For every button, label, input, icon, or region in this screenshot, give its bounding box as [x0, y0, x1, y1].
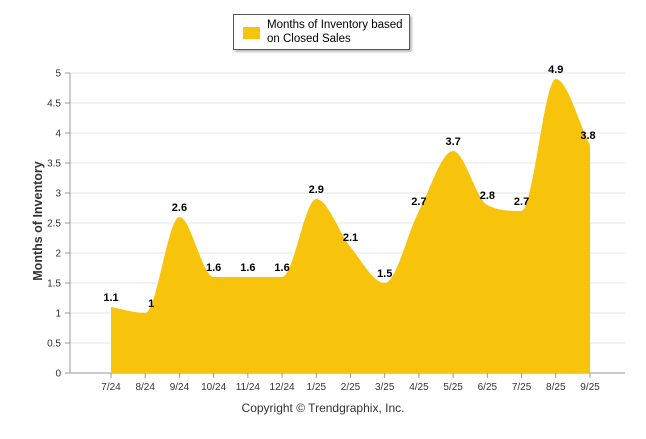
x-tick-label: 5/25	[443, 382, 463, 393]
x-tick-label: 10/24	[201, 382, 226, 393]
area-series	[111, 79, 590, 373]
x-tick-label: 9/25	[580, 382, 600, 393]
y-axis-title: Months of Inventory	[31, 161, 45, 281]
y-tick-label: 5	[55, 69, 61, 80]
x-tick-label: 6/25	[478, 382, 498, 393]
copyright-text: Copyright © Trendgraphix, Inc.	[241, 401, 405, 415]
legend-swatch	[243, 27, 260, 39]
data-label: 1.6	[206, 262, 221, 274]
data-label: 1.1	[103, 292, 118, 304]
data-label: 1.5	[377, 268, 392, 280]
x-tick-label: 1/25	[307, 382, 327, 393]
x-tick-label: 8/25	[546, 382, 566, 393]
y-tick-label: 2	[55, 249, 61, 260]
x-tick-label: 7/24	[101, 382, 121, 393]
y-tick-label: 4.5	[47, 99, 61, 110]
y-tick-label: 1	[55, 309, 61, 320]
x-tick-label: 3/25	[375, 382, 395, 393]
data-label: 2.9	[309, 184, 324, 196]
data-label: 2.8	[480, 190, 495, 202]
x-tick-label: 2/25	[341, 382, 361, 393]
data-label: 4.9	[548, 64, 563, 76]
y-tick-label: 0.5	[47, 339, 61, 350]
x-tick-label: 7/25	[512, 382, 532, 393]
x-tick-label: 12/24	[270, 382, 295, 393]
data-label: 1.6	[274, 262, 289, 274]
data-label: 3.7	[445, 136, 460, 148]
y-tick-label: 1.5	[47, 279, 61, 290]
data-label: 2.6	[172, 202, 187, 214]
x-tick-label: 9/24	[170, 382, 190, 393]
data-label: 1	[148, 298, 154, 310]
legend-label: Months of Inventory based on Closed Sale…	[267, 19, 403, 45]
data-label: 2.7	[514, 196, 529, 208]
x-tick-label: 8/24	[135, 382, 155, 393]
data-label: 1.6	[240, 262, 255, 274]
x-tick-label: 11/24	[236, 382, 261, 393]
y-tick-label: 3	[55, 189, 61, 200]
data-label: 2.7	[411, 196, 426, 208]
x-tick-label: 4/25	[409, 382, 429, 393]
data-label: 3.8	[580, 130, 595, 142]
y-tick-label: 4	[55, 129, 61, 140]
legend: Months of Inventory based on Closed Sale…	[233, 14, 410, 50]
y-tick-label: 2.5	[47, 219, 61, 230]
data-label: 2.1	[343, 232, 358, 244]
y-tick-label: 3.5	[47, 159, 61, 170]
y-tick-label: 0	[55, 369, 61, 380]
